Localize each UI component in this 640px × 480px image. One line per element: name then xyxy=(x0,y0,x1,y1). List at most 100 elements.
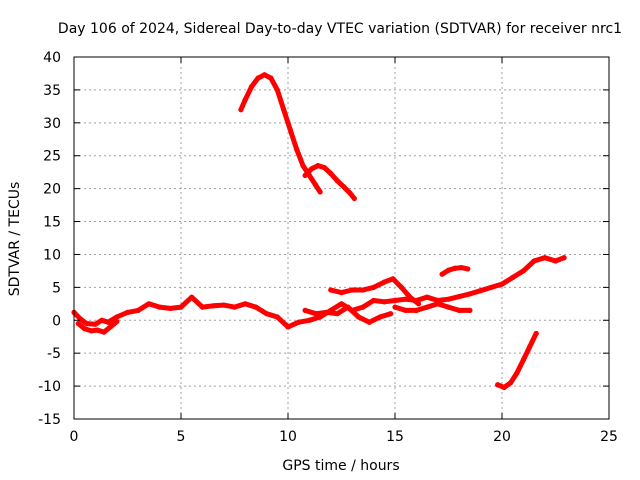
series-layer xyxy=(71,72,567,391)
data-point xyxy=(478,288,484,294)
data-point xyxy=(467,291,473,297)
data-point xyxy=(328,287,334,293)
data-point xyxy=(424,294,430,300)
data-point xyxy=(302,307,308,313)
data-point xyxy=(520,268,527,274)
data-point xyxy=(287,126,293,132)
data-point xyxy=(392,297,398,304)
data-point xyxy=(313,311,319,317)
data-point xyxy=(302,172,308,179)
data-point xyxy=(456,293,462,300)
data-point xyxy=(531,258,537,264)
data-point xyxy=(199,304,205,310)
data-point xyxy=(381,279,387,285)
data-point xyxy=(561,255,567,261)
data-point xyxy=(296,319,302,325)
data-point xyxy=(371,284,377,290)
data-point xyxy=(114,314,120,320)
data-point xyxy=(107,324,113,330)
data-point xyxy=(351,195,357,202)
data-point xyxy=(403,307,409,313)
data-point xyxy=(345,304,351,310)
data-point xyxy=(317,189,323,195)
y-tick-label: 0 xyxy=(52,313,61,329)
data-point xyxy=(542,255,548,261)
data-point xyxy=(510,274,516,281)
data-point xyxy=(413,307,419,313)
data-point xyxy=(268,75,274,81)
data-point xyxy=(398,284,405,290)
x-tick-label: 15 xyxy=(386,429,404,445)
data-point xyxy=(167,305,173,312)
y-tick-label: 40 xyxy=(43,50,61,66)
data-point xyxy=(238,107,244,113)
data-point xyxy=(488,284,494,290)
series-line-low-segment xyxy=(495,330,539,390)
data-point xyxy=(467,307,473,313)
data-point xyxy=(338,301,345,307)
data-point xyxy=(392,304,398,310)
x-tick-label: 10 xyxy=(279,429,297,445)
x-tick-label: 0 xyxy=(70,429,79,445)
data-point xyxy=(456,307,462,313)
grid-lines xyxy=(74,57,609,419)
data-point xyxy=(415,301,422,307)
x-axis-label: GPS time / hours xyxy=(282,458,399,474)
y-tick-label: -10 xyxy=(38,379,61,395)
data-point xyxy=(285,324,291,330)
data-point xyxy=(135,307,141,313)
data-point xyxy=(189,294,195,300)
data-point xyxy=(88,328,94,334)
data-point xyxy=(308,166,315,172)
data-point xyxy=(101,329,107,335)
data-point xyxy=(281,107,287,113)
data-point xyxy=(221,302,227,308)
data-point xyxy=(300,163,306,169)
data-point xyxy=(242,97,248,103)
data-point xyxy=(527,344,533,350)
data-point xyxy=(360,304,366,310)
chart-title: Day 106 of 2024, Sidereal Day-to-day VTE… xyxy=(58,21,622,37)
data-point xyxy=(84,320,90,327)
data-point xyxy=(321,164,327,171)
data-point xyxy=(388,311,394,317)
data-point xyxy=(452,265,458,271)
x-tick-label: 5 xyxy=(177,429,186,445)
data-point xyxy=(458,265,464,271)
y-tick-label: 25 xyxy=(43,149,61,165)
data-point xyxy=(255,75,261,81)
data-point xyxy=(439,271,445,277)
data-point xyxy=(293,146,300,152)
data-point xyxy=(465,266,471,272)
data-point xyxy=(253,304,259,310)
data-point xyxy=(445,296,452,302)
y-tick-label: -15 xyxy=(38,412,61,428)
data-point xyxy=(407,294,413,300)
data-point xyxy=(94,327,101,333)
data-point xyxy=(274,87,280,93)
y-tick-label: 30 xyxy=(43,116,61,132)
data-point xyxy=(323,309,330,315)
x-tick-labels: 0 5 10 15 20 25 xyxy=(70,429,618,445)
y-tick-labels: -15 -10 -5 0 5 10 15 20 25 30 35 40 xyxy=(38,50,61,428)
data-point xyxy=(514,370,520,376)
data-point xyxy=(124,309,131,315)
data-point xyxy=(349,287,355,293)
x-tick-label: 25 xyxy=(600,429,618,445)
data-point xyxy=(178,304,184,310)
axis-ticks xyxy=(73,56,610,420)
data-point xyxy=(338,290,345,296)
data-point xyxy=(495,382,501,388)
data-point xyxy=(146,301,152,307)
data-point xyxy=(377,314,383,320)
data-point xyxy=(424,304,430,310)
data-point xyxy=(231,304,238,310)
data-point xyxy=(274,314,280,320)
data-point xyxy=(306,317,312,323)
data-point xyxy=(390,276,396,282)
data-point xyxy=(249,84,255,90)
data-point xyxy=(381,299,387,305)
data-point xyxy=(341,184,347,190)
data-point xyxy=(261,72,268,78)
